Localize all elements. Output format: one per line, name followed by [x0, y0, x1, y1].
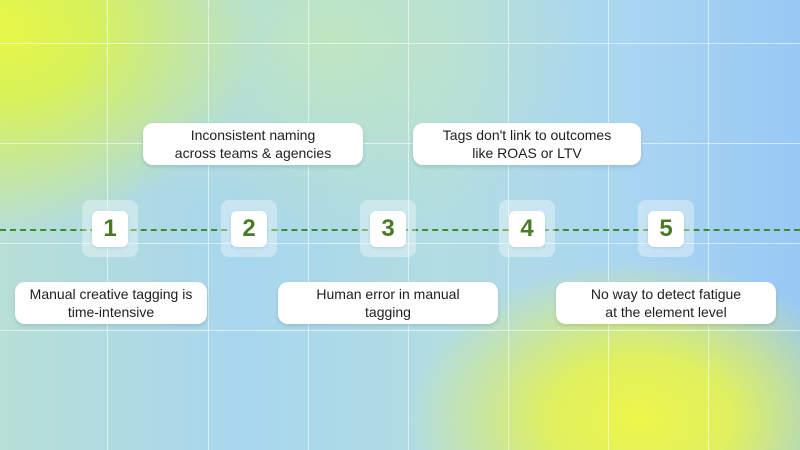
step-badge-5: 5 [638, 200, 694, 257]
step-card-1: Manual creative tagging is time-intensiv… [15, 282, 207, 324]
step-badge-4: 4 [499, 200, 555, 257]
step-card-3: Human error in manual tagging [278, 282, 498, 324]
step-card-5: No way to detect fatigue at the element … [556, 282, 776, 324]
step-badge-3: 3 [360, 200, 416, 257]
step-number: 5 [648, 210, 684, 247]
step-number: 3 [370, 210, 406, 247]
step-number: 2 [231, 210, 267, 247]
step-badge-2: 2 [221, 200, 277, 257]
step-label: Manual creative tagging is time-intensiv… [29, 286, 193, 320]
step-label: No way to detect fatigue at the element … [590, 286, 742, 320]
step-label: Tags don't link to outcomes like ROAS or… [442, 127, 612, 161]
step-number: 4 [509, 210, 545, 247]
step-card-2: Inconsistent naming across teams & agenc… [143, 123, 363, 165]
step-card-4: Tags don't link to outcomes like ROAS or… [413, 123, 641, 165]
step-badge-1: 1 [82, 200, 138, 257]
step-number: 1 [92, 210, 128, 247]
step-label: Inconsistent naming across teams & agenc… [174, 127, 332, 161]
step-label: Human error in manual tagging [316, 286, 460, 320]
